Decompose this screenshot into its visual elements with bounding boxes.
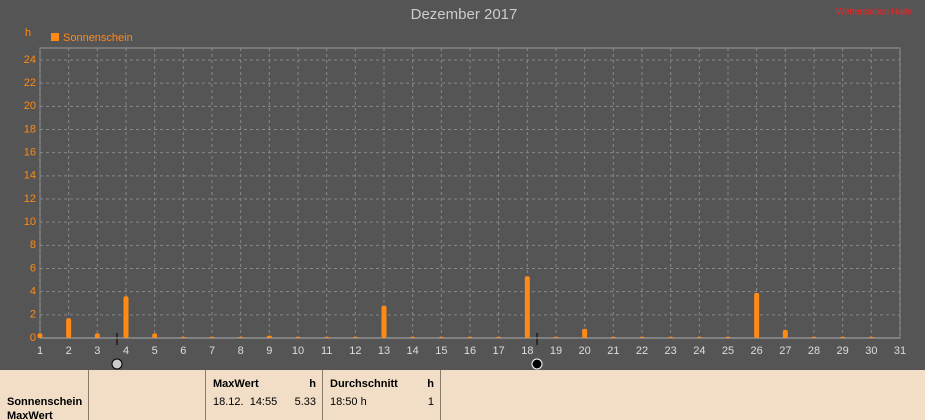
x-tick-label: 20 <box>579 345 591 357</box>
table-cell: Durchschnitt h 18:50 h 1 <box>323 370 441 420</box>
y-tick-label: 18 <box>24 123 36 135</box>
bar <box>324 336 330 338</box>
bar <box>496 336 502 338</box>
bar <box>123 296 129 338</box>
bar <box>696 336 702 338</box>
y-tick-label: 10 <box>24 216 36 228</box>
bar <box>610 336 616 338</box>
row-label: Sonnenschein <box>7 396 83 408</box>
x-tick-label: 23 <box>665 345 677 357</box>
header: Durchschnitt <box>330 378 398 390</box>
y-tick-label: 0 <box>30 332 36 344</box>
bar <box>66 318 72 338</box>
x-tick-label: 11 <box>321 345 332 357</box>
moon-icon <box>531 358 543 370</box>
x-tick-label: 17 <box>493 345 505 357</box>
y-tick-label: 16 <box>24 147 36 159</box>
x-tick-label: 19 <box>550 345 562 357</box>
y-tick-label: 12 <box>24 193 36 205</box>
x-tick-label: 30 <box>865 345 877 357</box>
bar <box>467 336 473 338</box>
bar <box>152 333 158 338</box>
x-tick-label: 6 <box>180 345 186 357</box>
legend-label: Sonnenschein <box>63 32 133 44</box>
bar <box>868 336 874 338</box>
x-tick-label: 15 <box>435 345 447 357</box>
bar <box>754 292 760 338</box>
bar <box>381 305 387 338</box>
bar <box>524 276 530 338</box>
bar <box>295 336 301 338</box>
x-tick-label: 14 <box>407 345 419 357</box>
bar <box>582 328 588 338</box>
x-tick-label: 1 <box>37 345 43 357</box>
header: MaxWert <box>213 378 259 390</box>
x-tick-label: 7 <box>209 345 215 357</box>
bar <box>37 333 43 338</box>
bar <box>209 336 215 338</box>
time: 18:50 h <box>330 396 367 408</box>
summary-table: Sonnenschein MaxWert MaxWert h 18.12. 14… <box>0 370 925 420</box>
unit: h <box>427 378 434 390</box>
x-tick-label: 18 <box>521 345 533 357</box>
table-cell <box>89 370 206 420</box>
moon-icon <box>111 358 123 370</box>
y-tick-label: 8 <box>30 239 36 251</box>
x-tick-label: 10 <box>292 345 304 357</box>
bar <box>410 336 416 338</box>
x-tick-label: 9 <box>266 345 272 357</box>
x-tick-label: 13 <box>378 345 390 357</box>
x-tick-label: 25 <box>722 345 734 357</box>
y-tick-label: 20 <box>24 100 36 112</box>
bar <box>238 336 244 338</box>
y-tick-label: 6 <box>30 262 36 274</box>
bar <box>352 336 358 338</box>
x-tick-label: 12 <box>349 345 361 357</box>
bar <box>811 336 817 338</box>
bar <box>840 336 846 338</box>
x-tick-label: 21 <box>607 345 619 357</box>
y-tick-label: 4 <box>30 286 36 298</box>
y-tick-label: 22 <box>24 77 36 89</box>
station-label: Wetterstation Halle <box>836 6 912 16</box>
x-tick-label: 31 <box>894 345 906 357</box>
chart: Dezember 2017 Wetterstation Halle h 0246… <box>23 5 912 370</box>
bar <box>553 336 559 338</box>
y-tick-label: 14 <box>24 170 36 182</box>
x-tick-label: 3 <box>94 345 100 357</box>
x-tick-label: 4 <box>123 345 129 357</box>
x-tick-label: 29 <box>837 345 849 357</box>
x-tick-label: 28 <box>808 345 820 357</box>
row-label: MaxWert <box>7 410 53 420</box>
bar <box>438 336 444 338</box>
bar <box>725 336 731 338</box>
y-tick-label: 24 <box>24 54 36 66</box>
x-tick-label: 2 <box>66 345 72 357</box>
y-axis-label: h <box>25 27 31 39</box>
x-tick-label: 26 <box>751 345 763 357</box>
legend-swatch <box>51 33 59 41</box>
table-cell: Sonnenschein MaxWert <box>0 370 89 420</box>
x-tick-label: 5 <box>152 345 158 357</box>
bar <box>266 335 272 338</box>
table-cell: MaxWert h 18.12. 14:55 5.33 <box>206 370 323 420</box>
bar <box>668 336 674 338</box>
value: 1 <box>427 396 434 408</box>
bar <box>639 336 645 338</box>
date: 18.12. 14:55 <box>213 396 278 408</box>
y-tick-label: 2 <box>30 309 36 321</box>
x-tick-label: 8 <box>238 345 244 357</box>
chart-title: Dezember 2017 <box>411 6 518 23</box>
bar <box>180 336 186 338</box>
unit: h <box>309 378 316 390</box>
x-tick-label: 16 <box>464 345 476 357</box>
x-tick-label: 24 <box>693 345 705 357</box>
value: 5.33 <box>294 396 316 408</box>
bar <box>782 329 788 338</box>
x-tick-label: 22 <box>636 345 648 357</box>
x-tick-label: 27 <box>779 345 791 357</box>
bar <box>94 333 100 338</box>
